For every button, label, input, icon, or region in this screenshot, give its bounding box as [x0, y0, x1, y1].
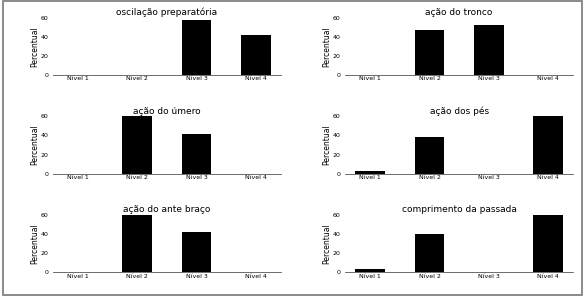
Title: ação do tronco: ação do tronco	[425, 8, 493, 17]
Bar	[355, 171, 385, 174]
Bar	[474, 25, 504, 75]
Y-axis label: Percentual: Percentual	[30, 26, 39, 67]
Title: oscilação preparatória: oscilação preparatória	[116, 7, 218, 17]
Bar	[122, 116, 152, 174]
Bar	[355, 269, 385, 272]
Y-axis label: Percentual: Percentual	[322, 223, 332, 264]
Title: ação dos pés: ação dos pés	[429, 106, 488, 116]
Bar	[415, 30, 444, 75]
Bar	[415, 234, 444, 272]
Title: ação do ante braço: ação do ante braço	[123, 205, 211, 214]
Bar	[534, 116, 563, 174]
Bar	[182, 133, 211, 174]
Bar	[182, 20, 211, 75]
Title: ação do úmero: ação do úmero	[133, 107, 201, 116]
Bar	[415, 137, 444, 174]
Y-axis label: Percentual: Percentual	[30, 223, 39, 264]
Bar	[182, 232, 211, 272]
Y-axis label: Percentual: Percentual	[322, 26, 332, 67]
Title: comprimento da passada: comprimento da passada	[402, 205, 517, 214]
Y-axis label: Percentual: Percentual	[30, 125, 39, 165]
Bar	[122, 215, 152, 272]
Bar	[241, 35, 271, 75]
Bar	[534, 215, 563, 272]
Y-axis label: Percentual: Percentual	[322, 125, 332, 165]
